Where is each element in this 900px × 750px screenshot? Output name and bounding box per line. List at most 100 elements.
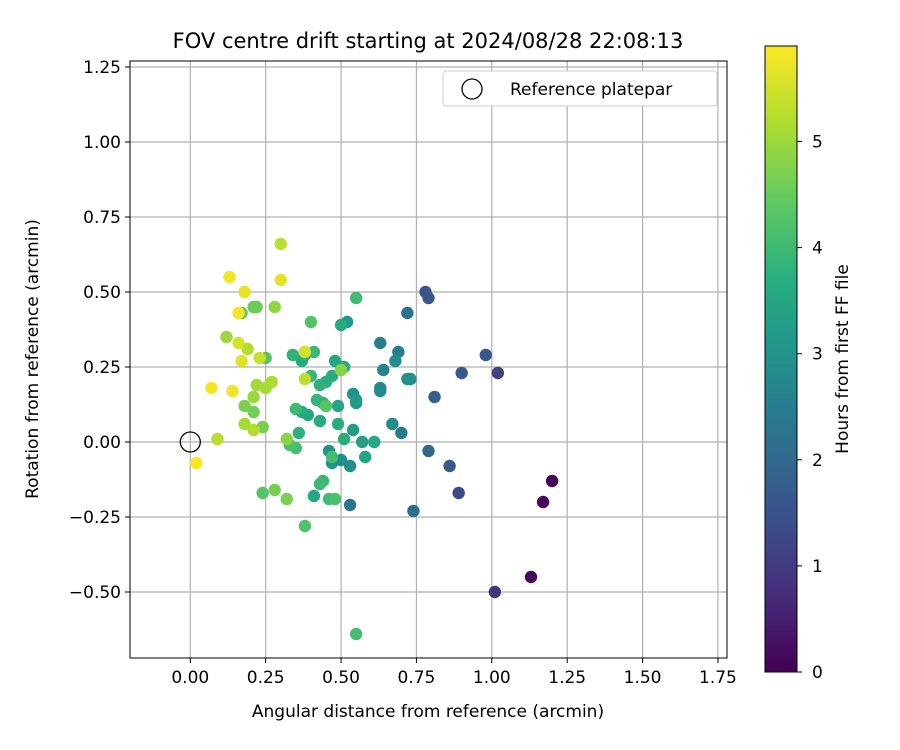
grid-lines (130, 61, 727, 658)
data-point (479, 348, 492, 362)
data-point (235, 354, 248, 368)
data-point (304, 315, 318, 329)
data-point (286, 348, 300, 362)
chart-title: FOV centre drift starting at 2024/08/28 … (173, 29, 684, 53)
data-point (346, 423, 360, 437)
data-point (328, 492, 342, 506)
data-point (334, 318, 348, 332)
y-tick-label: 0.25 (83, 358, 121, 378)
x-tick-label: 0.25 (247, 668, 285, 688)
data-point (190, 456, 203, 470)
data-point (374, 336, 387, 350)
data-point (298, 345, 312, 359)
data-point (422, 291, 435, 305)
y-tick-label: 0.50 (83, 283, 121, 303)
data-point (313, 477, 327, 491)
data-point (334, 363, 348, 377)
data-point (452, 486, 465, 500)
data-point (265, 375, 278, 389)
data-point (358, 450, 372, 464)
data-point (226, 384, 239, 398)
data-point (250, 300, 263, 314)
data-point (280, 432, 293, 446)
reference-platepar-marker (179, 431, 201, 453)
y-tick-label: 1.00 (83, 133, 121, 153)
data-points (190, 237, 559, 641)
y-tick-label: 0.75 (83, 208, 121, 228)
data-point (268, 300, 281, 314)
data-point (428, 390, 441, 404)
legend: Reference platepar (442, 70, 718, 107)
data-point (386, 417, 399, 431)
colorbar-label: Hours from first FF file (833, 264, 853, 454)
data-point (223, 270, 236, 284)
legend-marker-icon (461, 78, 483, 100)
y-tick-label: −0.50 (69, 583, 121, 603)
y-tick-label: −0.25 (69, 508, 121, 528)
data-point (455, 366, 468, 380)
data-point (343, 459, 357, 473)
x-tick-label: 0.50 (322, 668, 360, 688)
colorbar: 0 1 2 3 4 5 Hours from first FF file (764, 45, 853, 683)
data-point (349, 627, 363, 641)
data-point (395, 426, 408, 440)
data-point (298, 372, 312, 386)
data-point (488, 585, 502, 599)
data-point (313, 414, 327, 428)
data-point (241, 342, 254, 356)
data-point (253, 351, 266, 365)
colorbar-tick-label: 5 (812, 132, 823, 152)
data-point (368, 435, 381, 449)
data-point (545, 474, 559, 488)
data-point (298, 519, 312, 533)
colorbar-tick-label: 3 (812, 345, 823, 365)
data-point (343, 498, 357, 512)
data-point (349, 291, 363, 305)
data-point (331, 417, 345, 431)
colorbar-tick-label: 2 (812, 451, 823, 471)
data-point (232, 306, 245, 320)
legend-box (442, 70, 718, 107)
data-point (238, 285, 251, 299)
data-point (238, 417, 251, 431)
data-point (238, 399, 251, 413)
data-point (389, 354, 402, 368)
colorbar-tick-label: 4 (812, 239, 823, 259)
data-point (331, 399, 345, 413)
x-tick-label: 0.00 (171, 668, 209, 688)
data-point (211, 432, 224, 446)
legend-label: Reference platepar (510, 80, 672, 100)
x-tick-label: 1.50 (624, 668, 662, 688)
y-tick-label: 0.00 (83, 433, 121, 453)
x-tick-label: 1.75 (699, 668, 737, 688)
colorbar-tick-label: 0 (812, 663, 823, 683)
data-point (274, 237, 287, 251)
data-point (247, 405, 260, 419)
data-point (310, 393, 324, 407)
data-point (205, 381, 218, 395)
data-point (325, 450, 339, 464)
x-axis-ticks: 0.00 0.25 0.50 0.75 1.00 1.25 1.50 1.75 (171, 658, 737, 688)
data-point (247, 423, 260, 437)
data-point (289, 402, 303, 416)
data-point (349, 393, 363, 407)
colorbar-gradient (764, 45, 798, 673)
data-point (256, 486, 269, 500)
data-point (374, 384, 387, 398)
data-point (313, 378, 327, 392)
data-point (377, 363, 390, 377)
data-point (220, 330, 233, 344)
data-point (404, 372, 417, 386)
x-tick-label: 1.00 (473, 668, 511, 688)
data-point (401, 306, 414, 320)
data-point (292, 426, 306, 440)
data-point (337, 432, 351, 446)
data-point (524, 570, 538, 584)
data-point (355, 435, 369, 449)
data-point (274, 273, 287, 287)
data-point (232, 336, 245, 350)
data-point (307, 489, 321, 503)
data-point (280, 492, 293, 506)
data-point (268, 483, 281, 497)
